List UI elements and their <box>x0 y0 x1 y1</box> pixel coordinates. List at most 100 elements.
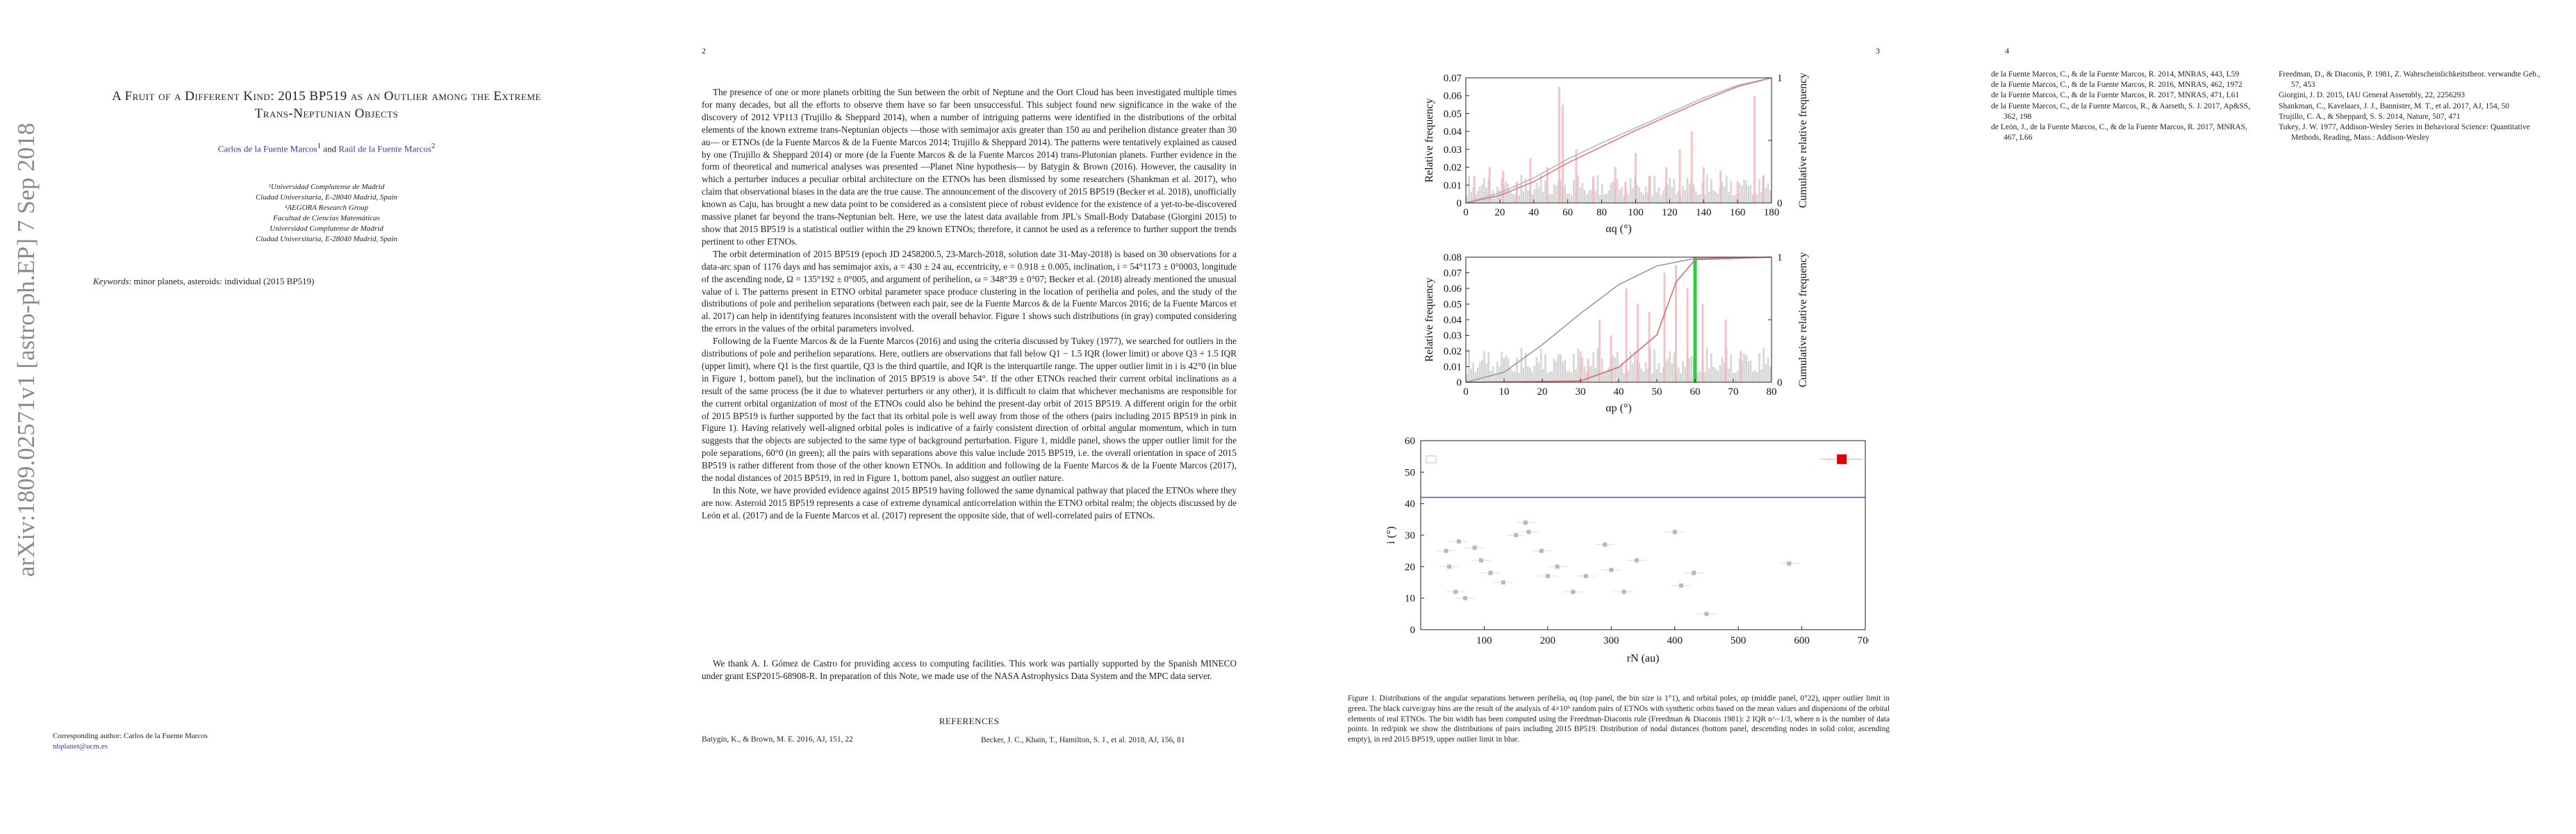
legend-marker <box>1426 455 1437 464</box>
histogram-bin <box>1708 368 1710 382</box>
histogram-bin <box>1749 185 1752 203</box>
histogram-bin <box>1623 195 1625 203</box>
histogram-bin <box>1621 363 1623 382</box>
data-point <box>1555 564 1560 569</box>
histogram-bin <box>1594 367 1597 382</box>
histogram-bin <box>1507 358 1510 382</box>
paper-title-line-1: A Fruit of a Different Kind: 2015 BP519 … <box>112 89 541 104</box>
histogram-bin <box>1474 372 1477 382</box>
arxiv-identifier: arXiv:1809.02571v1 [astro-ph.EP] 7 Sep 2… <box>7 123 49 577</box>
reference-list-column-2: Freedman, D., & Diaconis, P. 1981, Z. Wa… <box>2279 70 2550 143</box>
histogram-bin <box>1535 357 1538 382</box>
histogram-bin <box>1489 193 1492 203</box>
y-tick-label: 0 <box>1457 198 1462 209</box>
x-tick-label: 200 <box>1540 635 1556 646</box>
histogram-bin <box>1669 351 1671 382</box>
y2-axis-label: Cumulative relative frequency <box>1797 73 1809 208</box>
x-tick-label: 100 <box>1476 635 1492 646</box>
y-tick-label: 0.05 <box>1444 300 1462 311</box>
y-tick-label: 0.02 <box>1444 346 1462 357</box>
histogram-bin <box>1566 194 1569 203</box>
histogram-bin <box>1747 361 1750 382</box>
histogram-bin <box>1542 368 1544 382</box>
histogram-bin <box>1585 372 1588 382</box>
outlier-data-point <box>1837 454 1847 464</box>
histogram-bin <box>1769 190 1772 203</box>
histogram-bin <box>1684 190 1686 203</box>
histogram-bin <box>1728 368 1730 382</box>
histogram-bin <box>1524 352 1527 382</box>
histogram-bin <box>1573 354 1575 382</box>
histogram-bin <box>1662 190 1665 203</box>
histogram-bin <box>1531 371 1533 382</box>
histogram-bin <box>1505 355 1508 382</box>
histogram-bin <box>1466 373 1468 382</box>
histogram-bin <box>1736 370 1739 382</box>
histogram-bin <box>1498 190 1501 203</box>
histogram-bin <box>1485 187 1487 203</box>
x-tick-label: 180 <box>1764 207 1780 218</box>
histogram-bin <box>1638 187 1640 203</box>
email-link[interactable]: nbplanet@ucm.es <box>53 742 108 751</box>
histogram-bin <box>1579 187 1582 203</box>
pink-histogram-bin <box>1634 153 1637 203</box>
y2-tick-label: 0 <box>1777 377 1783 389</box>
x-tick-label: 120 <box>1662 207 1678 218</box>
author-link-2[interactable]: Raúl de la Fuente Marcos <box>338 143 431 154</box>
histogram-bin <box>1760 369 1762 382</box>
y-tick-label: 0 <box>1457 377 1462 389</box>
y-tick-label: 0.07 <box>1444 73 1462 84</box>
histogram-bin <box>1566 371 1569 382</box>
corresponding-author: Corresponding author: Carlos de la Fuent… <box>53 731 208 752</box>
y-tick-label: 0.02 <box>1444 163 1462 174</box>
histogram-bin <box>1642 194 1645 203</box>
acknowledgments-text: We thank A. I. Gómez de Castro for provi… <box>702 658 1237 681</box>
histogram-bin <box>1531 194 1533 203</box>
histogram-bin <box>1673 352 1676 382</box>
histogram-bin <box>1688 183 1691 203</box>
figure-1: 0 20 40 60 80 100 120 140 160 18000.010.020.030.0… <box>1385 73 1869 664</box>
cumulative-curve <box>1465 256 1772 383</box>
histogram-bin <box>1651 373 1653 382</box>
histogram-bin <box>1590 366 1592 382</box>
histogram-bin <box>1743 353 1745 382</box>
x-tick-label: 100 <box>1628 207 1644 218</box>
histogram-bin <box>1516 357 1518 382</box>
histogram-bin <box>1558 354 1560 382</box>
histogram-bin <box>1549 371 1551 382</box>
histogram-bin <box>1573 179 1575 203</box>
histogram-bin <box>1717 370 1719 382</box>
histogram-bin <box>1599 195 1601 203</box>
pink-histogram-bin <box>1736 181 1739 203</box>
histogram-bin <box>1498 366 1501 382</box>
keywords-label: Keywords <box>93 276 129 286</box>
x-tick-label: 80 <box>1767 386 1777 398</box>
data-point <box>1787 561 1792 566</box>
histogram-bin <box>1468 176 1470 203</box>
pink-histogram-bin <box>1678 149 1681 203</box>
y-tick-label: 0.01 <box>1444 362 1462 373</box>
x-tick-label: 20 <box>1537 386 1548 398</box>
histogram-bin <box>1627 371 1630 382</box>
histogram-bin <box>1715 191 1717 203</box>
reference-item: de la Fuente Marcos, C., & de la Fuente … <box>1991 81 2243 90</box>
histogram-bin <box>1512 371 1514 382</box>
histogram-bin <box>1686 177 1689 203</box>
affiliation-line: Universidad Complutense de Madrid <box>270 224 383 233</box>
histogram-bin <box>1697 195 1699 203</box>
histogram-bin <box>1478 186 1481 203</box>
histogram-bin <box>1677 190 1680 203</box>
y-axis-label: i (°) <box>1385 526 1397 544</box>
references-heading: REFERENCES <box>939 716 1000 726</box>
histogram-bin <box>1765 188 1767 203</box>
author-link-1[interactable]: Carlos de la Fuente Marcos <box>217 143 317 154</box>
data-point <box>1523 520 1528 525</box>
y2-axis-label: Cumulative relative frequency <box>1797 252 1809 388</box>
histogram-bin <box>1520 348 1523 382</box>
histogram-bin <box>1660 373 1662 382</box>
histogram-bin <box>1706 174 1708 203</box>
histogram-bin <box>1723 186 1726 203</box>
histogram-bin <box>1581 182 1584 203</box>
chart-panel-bottom: 100 200 300 400 500 600 700 0 10 20 30 40 50 60 rN (au… <box>1385 436 1869 664</box>
histogram-bin <box>1682 186 1684 203</box>
